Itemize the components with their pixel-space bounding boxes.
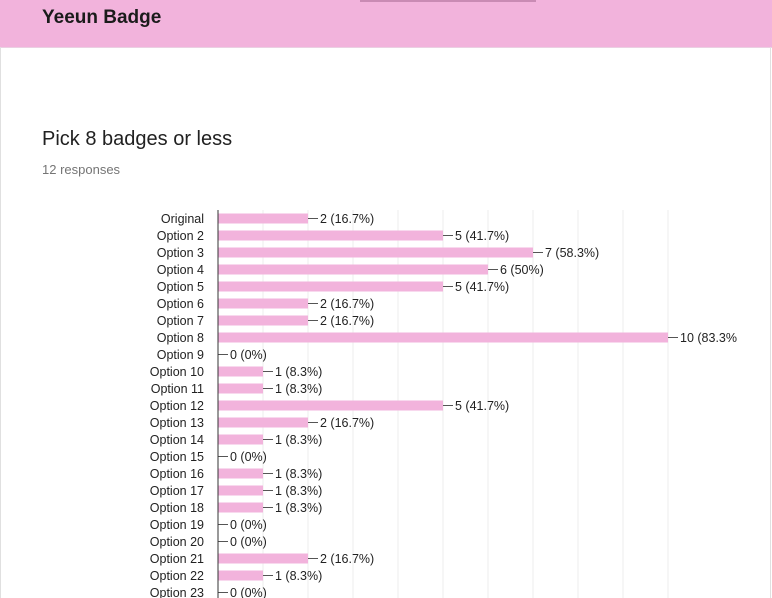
bar xyxy=(218,332,668,343)
category-label: Option 11 xyxy=(151,382,204,396)
category-label: Option 8 xyxy=(157,331,204,345)
category-label: Option 17 xyxy=(150,484,204,498)
value-label: 1 (8.3%) xyxy=(275,501,322,515)
category-label: Option 13 xyxy=(150,416,204,430)
card-border-right xyxy=(770,47,771,598)
category-label: Option 22 xyxy=(150,569,204,583)
category-label: Original xyxy=(161,212,204,226)
category-label: Option 18 xyxy=(150,501,204,515)
category-label: Option 5 xyxy=(157,280,204,294)
value-label: 7 (58.3%) xyxy=(545,246,599,260)
bar xyxy=(218,213,308,224)
value-labels: 2 (16.7%) 5 (41.7%) 7 (58.3%)6 (50%) 5 (41.… xyxy=(218,212,737,598)
value-label: 1 (8.3%) xyxy=(275,382,322,396)
bar xyxy=(218,485,263,496)
bar xyxy=(218,502,263,513)
category-label: Option 9 xyxy=(157,348,204,362)
response-count: 12 responses xyxy=(42,162,121,177)
bar xyxy=(218,400,443,411)
value-label: 6 (50%) xyxy=(500,263,544,277)
bar xyxy=(218,247,533,258)
bar xyxy=(218,570,263,581)
category-label: Option 6 xyxy=(157,297,204,311)
category-label: Option 23 xyxy=(150,586,204,598)
value-label: 1 (8.3%) xyxy=(275,365,322,379)
value-label: 2 (16.7%) xyxy=(320,552,374,566)
category-label: Option 12 xyxy=(150,399,204,413)
bar xyxy=(218,264,488,275)
value-label: 10 (83.3% xyxy=(680,331,737,345)
bar xyxy=(218,315,308,326)
category-label: Option 15 xyxy=(150,450,204,464)
value-label: 5 (41.7%) xyxy=(455,229,509,243)
category-label: Option 2 xyxy=(157,229,204,243)
value-label: 0 (0%) xyxy=(230,586,267,598)
value-label: 1 (8.3%) xyxy=(275,484,322,498)
category-label: Option 10 xyxy=(150,365,204,379)
value-label: 0 (0%) xyxy=(230,450,267,464)
category-label: Option 4 xyxy=(157,263,204,277)
category-label: Option 14 xyxy=(150,433,204,447)
card-border-left xyxy=(0,47,1,598)
value-label: 1 (8.3%) xyxy=(275,467,322,481)
header-tab-indicator xyxy=(360,0,536,2)
value-label: 5 (41.7%) xyxy=(455,280,509,294)
category-label: Option 16 xyxy=(150,467,204,481)
bar xyxy=(218,417,308,428)
value-label: 0 (0%) xyxy=(230,348,267,362)
form-title: Yeeun Badge xyxy=(42,7,162,28)
value-label: 2 (16.7%) xyxy=(320,416,374,430)
question-title: Pick 8 badges or less xyxy=(42,128,233,150)
value-label: 2 (16.7%) xyxy=(320,314,374,328)
bars xyxy=(218,213,668,581)
value-label: 1 (8.3%) xyxy=(275,569,322,583)
bar xyxy=(218,230,443,241)
value-label: 0 (0%) xyxy=(230,535,267,549)
category-label: Option 21 xyxy=(150,552,204,566)
category-labels: Original Option 2 Option 3 Option 4 Option 5… xyxy=(150,212,204,598)
category-label: Option 20 xyxy=(150,535,204,549)
category-label: Option 3 xyxy=(157,246,204,260)
value-label: 2 (16.7%) xyxy=(320,212,374,226)
bar xyxy=(218,383,263,394)
value-label: 0 (0%) xyxy=(230,518,267,532)
form-header: Yeeun Badge xyxy=(0,0,772,48)
value-label: 2 (16.7%) xyxy=(320,297,374,311)
bar xyxy=(218,434,263,445)
value-label: 1 (8.3%) xyxy=(275,433,322,447)
value-label: 5 (41.7%) xyxy=(455,399,509,413)
bar xyxy=(218,281,443,292)
bar xyxy=(218,366,263,377)
category-label: Option 19 xyxy=(150,518,204,532)
bar xyxy=(218,553,308,564)
category-label: Option 7 xyxy=(157,314,204,328)
bar xyxy=(218,298,308,309)
bar xyxy=(218,468,263,479)
